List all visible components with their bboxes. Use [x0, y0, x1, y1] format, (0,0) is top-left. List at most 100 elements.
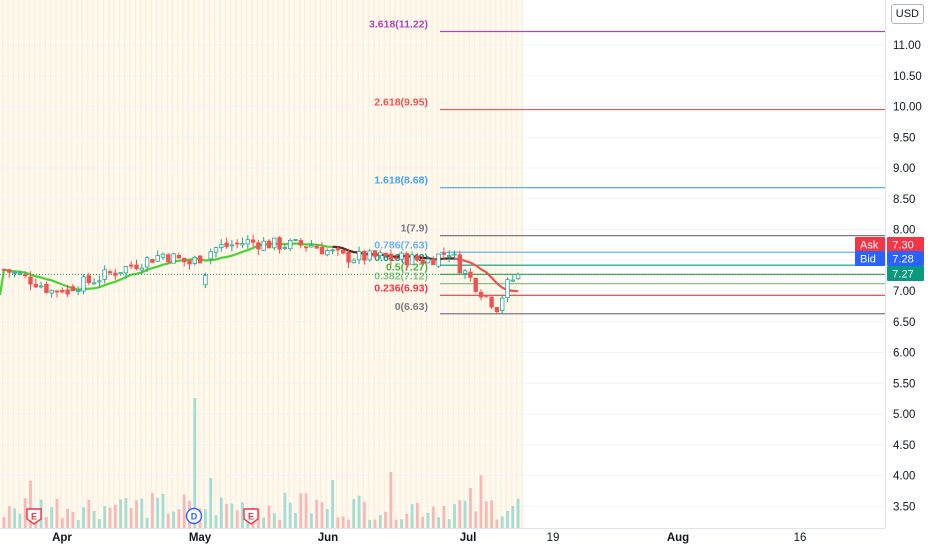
candle[interactable]	[234, 239, 240, 249]
currency-button[interactable]: USD	[890, 4, 924, 24]
candle[interactable]	[309, 239, 314, 248]
candle[interactable]	[484, 294, 489, 298]
time-axis[interactable]: Apr May Jun Jul 19 Aug 16	[52, 532, 806, 544]
candle[interactable]	[261, 237, 266, 252]
candle[interactable]	[388, 249, 394, 265]
candle[interactable]	[17, 270, 23, 276]
candle[interactable]	[144, 256, 150, 272]
candle[interactable]	[181, 257, 187, 267]
candle[interactable]	[134, 259, 139, 271]
candle[interactable]	[123, 265, 129, 279]
candle[interactable]	[293, 239, 298, 242]
candle[interactable]	[81, 274, 86, 295]
candle[interactable]	[372, 249, 378, 259]
candle[interactable]	[420, 256, 425, 265]
candle[interactable]	[462, 268, 468, 280]
candle[interactable]	[272, 237, 277, 251]
candle[interactable]	[436, 253, 441, 269]
candle[interactable]	[44, 281, 49, 294]
candle[interactable]	[340, 249, 346, 255]
candle[interactable]	[54, 290, 60, 298]
candle[interactable]	[240, 237, 245, 249]
earnings-marker[interactable]: E	[243, 508, 259, 525]
candle[interactable]	[425, 256, 431, 264]
candle[interactable]	[335, 245, 341, 256]
candle[interactable]	[139, 263, 144, 275]
candle[interactable]	[38, 281, 44, 289]
candle[interactable]	[171, 252, 176, 264]
candle[interactable]	[213, 246, 219, 258]
candle[interactable]	[277, 236, 282, 254]
candle[interactable]	[393, 255, 399, 260]
candle[interactable]	[431, 256, 436, 266]
candle[interactable]	[166, 253, 171, 264]
candle[interactable]	[346, 248, 351, 269]
candle[interactable]	[49, 289, 54, 298]
candle[interactable]	[452, 250, 457, 261]
candle[interactable]	[399, 251, 404, 261]
candle[interactable]	[150, 258, 155, 263]
candle[interactable]	[409, 251, 415, 265]
candle[interactable]	[208, 248, 213, 265]
candle[interactable]	[224, 237, 229, 250]
candle[interactable]	[229, 240, 235, 252]
candle[interactable]	[155, 250, 160, 263]
candle[interactable]	[65, 284, 70, 298]
candle[interactable]	[319, 242, 325, 255]
candle[interactable]	[22, 271, 28, 279]
candle[interactable]	[298, 237, 303, 249]
candle[interactable]	[356, 246, 362, 265]
candle[interactable]	[1, 268, 7, 272]
candle[interactable]	[192, 255, 197, 266]
candle[interactable]	[266, 239, 272, 249]
candlesticks[interactable]	[1, 234, 521, 315]
candle[interactable]	[378, 249, 383, 259]
candle[interactable]	[489, 296, 494, 309]
candle[interactable]	[128, 261, 134, 270]
earnings-marker[interactable]: E	[26, 508, 42, 525]
candle[interactable]	[107, 269, 113, 276]
candle[interactable]	[415, 253, 420, 262]
candle[interactable]	[219, 239, 224, 252]
candle[interactable]	[351, 258, 356, 264]
candle[interactable]	[468, 267, 473, 282]
candle[interactable]	[478, 289, 484, 301]
candle[interactable]	[362, 250, 367, 265]
candle[interactable]	[457, 250, 462, 274]
candle[interactable]	[28, 271, 33, 291]
candle[interactable]	[303, 246, 309, 252]
candle[interactable]	[176, 252, 182, 259]
candle[interactable]	[367, 248, 372, 262]
price-axis[interactable]: 11.0010.5010.009.509.008.508.007.507.006…	[893, 40, 922, 513]
candle[interactable]	[187, 258, 192, 270]
candle[interactable]	[282, 243, 288, 251]
candle[interactable]	[102, 265, 107, 284]
candle[interactable]	[441, 247, 447, 260]
candle[interactable]	[505, 277, 510, 303]
candle[interactable]	[515, 272, 521, 280]
candle[interactable]	[499, 295, 505, 314]
candle[interactable]	[76, 286, 81, 295]
candle[interactable]	[446, 250, 452, 263]
candle[interactable]	[86, 272, 91, 286]
candle[interactable]	[91, 278, 97, 285]
candle[interactable]	[203, 272, 208, 288]
candle[interactable]	[330, 248, 335, 255]
candle[interactable]	[160, 252, 166, 261]
candle[interactable]	[404, 251, 409, 271]
candle[interactable]	[314, 244, 319, 249]
candle[interactable]	[245, 235, 250, 249]
candle[interactable]	[256, 239, 261, 255]
candle[interactable]	[510, 275, 515, 283]
candle[interactable]	[33, 278, 38, 289]
candle[interactable]	[97, 275, 102, 288]
candle[interactable]	[287, 238, 293, 252]
dividend-marker[interactable]: D	[185, 507, 203, 525]
candle[interactable]	[70, 283, 76, 292]
candle[interactable]	[60, 287, 65, 294]
candle[interactable]	[197, 255, 203, 264]
candle[interactable]	[118, 272, 123, 276]
